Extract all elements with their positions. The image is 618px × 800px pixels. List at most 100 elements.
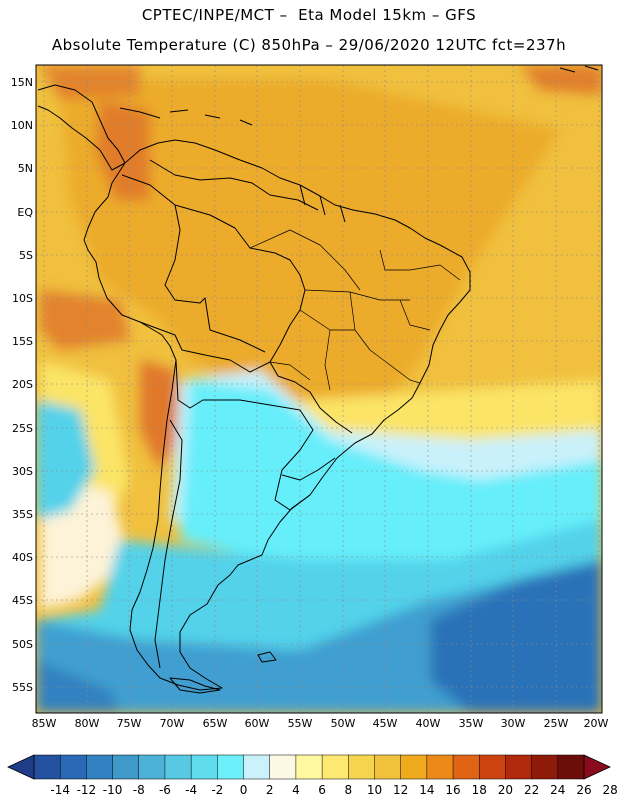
map-frame bbox=[35, 64, 603, 714]
colorbar-swatch bbox=[400, 754, 428, 780]
field-cyan-pacific bbox=[36, 400, 95, 520]
colorbar-tick-label: -4 bbox=[185, 783, 197, 797]
central-america-outline bbox=[37, 84, 126, 171]
border-chile-argentina-south bbox=[154, 419, 183, 669]
colorbar-tick-label: 26 bbox=[576, 783, 591, 797]
graticule bbox=[36, 65, 602, 713]
colorbar-swatch bbox=[217, 754, 245, 780]
colorbar-tick-label: -14 bbox=[50, 783, 70, 797]
field-cream-west bbox=[40, 480, 130, 610]
lat-tick-label: 5N bbox=[18, 162, 33, 175]
field-hot-pacific bbox=[40, 290, 130, 350]
colorbar-swatch bbox=[374, 754, 402, 780]
temperature-map: 15N 10N 5N EQ 5S 10S 15S 20S 25S 30S 35S… bbox=[11, 64, 609, 730]
lat-tick-label: 40S bbox=[12, 551, 33, 564]
border-guianas bbox=[299, 184, 346, 223]
colorbar-tick-label: 14 bbox=[419, 783, 434, 797]
lon-tick-label: 30W bbox=[501, 717, 526, 730]
colorbar-tick-label: 10 bbox=[367, 783, 382, 797]
temperature-field bbox=[36, 65, 602, 713]
lon-tick-label: 80W bbox=[75, 717, 100, 730]
lat-tick-label: 55S bbox=[12, 681, 33, 694]
field-deep-blue-sw bbox=[36, 660, 120, 713]
lon-tick-label: 25W bbox=[544, 717, 569, 730]
colorbar-swatch bbox=[164, 754, 192, 780]
border-argentina-chile bbox=[175, 359, 314, 511]
colorbar-tick-label: 28 bbox=[603, 783, 618, 797]
border-uruguay bbox=[281, 457, 336, 481]
colorbar-high-arrow bbox=[583, 754, 611, 780]
colorbar-tick-label: 4 bbox=[292, 783, 300, 797]
border-brazil bbox=[174, 204, 353, 434]
colorbar-tick-label: 0 bbox=[240, 783, 248, 797]
border-brazil-states bbox=[249, 229, 461, 391]
colorbar-swatch bbox=[348, 754, 376, 780]
lon-tick-label: 50W bbox=[331, 717, 356, 730]
colorbar-swatch bbox=[478, 754, 506, 780]
colorbar-swatch bbox=[452, 754, 480, 780]
colorbar-tick-label: -12 bbox=[77, 783, 97, 797]
colorbar-labels: -14 -12 -10 -8 -6 -4 -2 0 2 4 6 8 10 12 14 16 18 20 22 24 26… bbox=[50, 783, 617, 797]
colorbar-swatch bbox=[112, 754, 140, 780]
lon-tick-label: 65W bbox=[203, 717, 228, 730]
lon-tick-label: 55W bbox=[288, 717, 313, 730]
lat-tick-label: 50S bbox=[12, 638, 33, 651]
field-deep-blue bbox=[430, 560, 602, 713]
border-peru-bolivia bbox=[139, 321, 271, 373]
lon-tick-label: 60W bbox=[245, 717, 270, 730]
lat-tick-label: 20S bbox=[12, 378, 33, 391]
lon-tick-label: 40W bbox=[416, 717, 441, 730]
lon-tick-label: 75W bbox=[117, 717, 142, 730]
colorbar-tick-label: 6 bbox=[318, 783, 326, 797]
border-andes-east bbox=[121, 174, 266, 353]
lat-tick-label: 10S bbox=[12, 292, 33, 305]
colorbar: -14 -12 -10 -8 -6 -4 -2 0 2 4 6 8 10 12 14 16 18 20 22 24 26… bbox=[7, 754, 618, 797]
colorbar-swatch bbox=[33, 754, 61, 780]
colorbar-swatch bbox=[295, 754, 323, 780]
field-warm-interior bbox=[60, 80, 560, 420]
latitude-axis: 15N 10N 5N EQ 5S 10S 15S 20S 25S 30S 35S… bbox=[11, 76, 34, 694]
lat-tick-label: 5S bbox=[19, 249, 33, 262]
lon-tick-label: 20W bbox=[584, 717, 609, 730]
colorbar-tick-label: 22 bbox=[524, 783, 539, 797]
colorbar-low-arrow bbox=[7, 754, 35, 780]
field-hot-atlantic bbox=[40, 65, 140, 100]
field-hot-caribbean bbox=[520, 65, 602, 95]
colorbar-swatch bbox=[426, 754, 454, 780]
colorbar-swatch bbox=[138, 754, 166, 780]
map-title-line1: CPTEC/INPE/MCT – Eta Model 15km – GFS bbox=[141, 6, 477, 24]
lat-tick-label: 25S bbox=[12, 422, 33, 435]
lat-tick-label: EQ bbox=[17, 206, 33, 219]
lon-tick-label: 85W bbox=[32, 717, 57, 730]
lat-tick-label: 15N bbox=[11, 76, 33, 89]
map-title-line2: Absolute Temperature (C) 850hPa – 29/06/… bbox=[51, 36, 567, 54]
colorbar-tick-label: 16 bbox=[445, 783, 460, 797]
colorbar-swatch bbox=[190, 754, 218, 780]
colorbar-tick-label: -8 bbox=[133, 783, 145, 797]
colorbar-swatch bbox=[505, 754, 533, 780]
colorbar-tick-label: -10 bbox=[103, 783, 123, 797]
colorbar-swatch bbox=[269, 754, 297, 780]
lon-tick-label: 45W bbox=[373, 717, 398, 730]
political-boundaries bbox=[37, 65, 599, 694]
colorbar-tick-label: 24 bbox=[550, 783, 565, 797]
colorbar-tick-label: 8 bbox=[344, 783, 352, 797]
longitude-axis: 85W 80W 75W 70W 65W 60W 55W 50W 45W 40W … bbox=[32, 717, 609, 730]
colorbar-swatches bbox=[33, 754, 585, 780]
falkland-islands bbox=[257, 651, 277, 663]
colorbar-swatch bbox=[321, 754, 349, 780]
lat-tick-label: 10N bbox=[11, 119, 33, 132]
lat-tick-label: 45S bbox=[12, 594, 33, 607]
colorbar-tick-label: 2 bbox=[266, 783, 274, 797]
border-colombia-venezuela bbox=[149, 159, 319, 211]
south-america-outline bbox=[83, 139, 471, 691]
colorbar-swatch bbox=[557, 754, 585, 780]
lat-tick-label: 30S bbox=[12, 465, 33, 478]
colorbar-tick-label: -2 bbox=[211, 783, 223, 797]
colorbar-tick-label: 12 bbox=[393, 783, 408, 797]
colorbar-swatch bbox=[59, 754, 87, 780]
colorbar-tick-label: 18 bbox=[472, 783, 487, 797]
field-hot-andes bbox=[140, 360, 185, 470]
colorbar-tick-label: 20 bbox=[498, 783, 513, 797]
lon-tick-label: 35W bbox=[459, 717, 484, 730]
